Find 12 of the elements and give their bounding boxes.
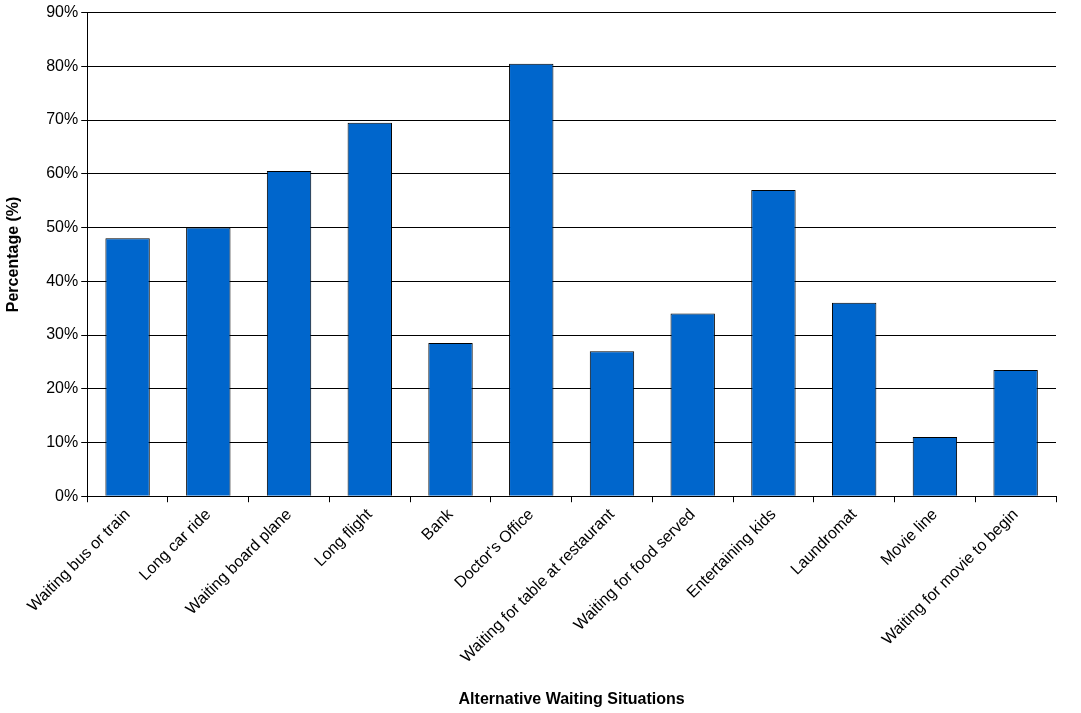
y-tick-label: 50%: [46, 217, 79, 235]
x-axis-title: Alternative Waiting Situations: [458, 689, 685, 707]
y-tick-label: 30%: [46, 325, 79, 343]
y-tick-label: 20%: [46, 379, 79, 397]
y-tick-label: 80%: [46, 56, 79, 74]
y-tick-label: 70%: [46, 110, 79, 128]
y-tick-label: 10%: [46, 432, 79, 450]
y-tick-label: 40%: [46, 271, 79, 289]
y-tick-label: 60%: [46, 164, 79, 182]
y-axis-title: Percentage (%): [4, 196, 22, 313]
y-tick-label: 0%: [55, 486, 79, 504]
y-tick-label: 90%: [46, 3, 79, 21]
